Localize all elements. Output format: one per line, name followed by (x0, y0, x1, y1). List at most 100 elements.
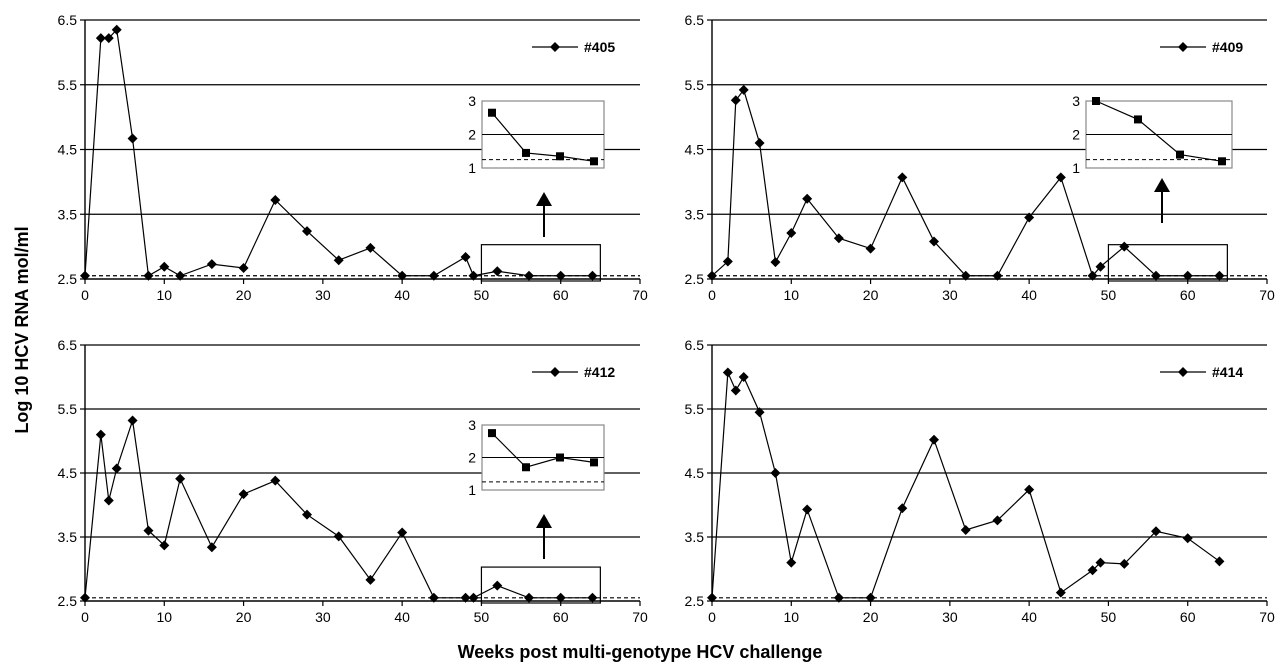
data-point (111, 24, 122, 35)
series-line (84, 28, 593, 277)
data-point (833, 233, 844, 244)
x-tick-label: 0 (81, 287, 89, 303)
data-point (270, 195, 281, 206)
x-tick-label: 50 (474, 287, 490, 303)
data-point (524, 592, 534, 603)
y-tick-label: 6.5 (58, 337, 78, 353)
x-tick-label: 40 (394, 287, 410, 303)
inset-data-point (590, 458, 598, 467)
data-point (707, 270, 717, 281)
y-tick-label: 2.5 (58, 593, 78, 609)
data-point (143, 270, 154, 281)
data-point (865, 592, 876, 603)
data-point (754, 407, 765, 418)
y-axis-title: Log 10 HCV RNA mol/ml (12, 226, 32, 433)
legend-label: #412 (584, 364, 615, 380)
x-tick-label: 30 (315, 287, 331, 303)
data-point (238, 262, 249, 273)
data-point (730, 385, 741, 396)
data-point (95, 33, 106, 44)
x-tick-label: 30 (942, 287, 958, 303)
inset-data-point (556, 453, 564, 462)
data-point (1095, 261, 1106, 272)
data-point (333, 255, 344, 266)
y-tick-label: 6.5 (685, 12, 705, 28)
x-tick-label: 70 (632, 287, 648, 303)
inset-y-tick-label: 1 (468, 482, 476, 498)
inset-data-point (488, 429, 496, 438)
x-tick-label: 50 (1101, 609, 1117, 625)
y-tick-label: 5.5 (685, 401, 705, 417)
data-point (1024, 484, 1035, 495)
data-point (802, 504, 813, 515)
data-point (103, 33, 114, 44)
highlight-box (480, 244, 601, 282)
data-point (1151, 270, 1161, 281)
data-point (770, 468, 781, 478)
data-point (492, 266, 503, 277)
data-point (206, 259, 217, 270)
x-tick-label: 60 (1180, 287, 1196, 303)
x-axis-title: Weeks post multi-genotype HCV challenge (458, 642, 823, 662)
data-point (1151, 526, 1161, 537)
series-line (711, 88, 1220, 277)
inset-y-tick-label: 2 (1072, 127, 1080, 143)
data-point (555, 592, 566, 603)
x-tick-label: 40 (394, 609, 410, 625)
inset-y-tick-label: 1 (468, 160, 476, 176)
y-tick-label: 3.5 (685, 529, 705, 545)
y-tick-label: 5.5 (58, 401, 78, 417)
data-point (302, 509, 312, 520)
x-tick-label: 60 (553, 609, 569, 625)
data-point (492, 580, 503, 591)
data-point (929, 236, 939, 247)
data-point (80, 270, 90, 281)
y-tick-label: 5.5 (58, 77, 78, 93)
data-point (333, 531, 344, 542)
chart-panel: 2.5 3.5 4.5 5.5 6.5 0 10 20 30 40 50 60 70 #405 1 2 3 (58, 12, 648, 303)
data-point (397, 527, 408, 538)
data-point (460, 251, 471, 262)
x-tick-label: 40 (1021, 609, 1037, 625)
inset-y-tick-label: 3 (468, 93, 476, 109)
data-point (206, 542, 217, 553)
data-point (1182, 270, 1193, 281)
legend-marker (550, 42, 560, 52)
data-point (786, 228, 797, 239)
data-point (587, 270, 598, 281)
data-point (302, 226, 312, 237)
data-point (802, 193, 813, 204)
data-point (738, 84, 749, 95)
data-point (460, 592, 471, 603)
inset-data-point (1134, 115, 1142, 124)
data-point (1182, 533, 1193, 544)
data-point (468, 270, 479, 281)
data-point (365, 574, 376, 585)
y-tick-label: 4.5 (58, 142, 78, 158)
x-tick-label: 70 (1259, 287, 1275, 303)
inset-data-point (590, 157, 598, 166)
chart-panel: 2.5 3.5 4.5 5.5 6.5 0 10 20 30 40 50 60 70 #409 1 2 3 (685, 12, 1275, 303)
data-point (175, 270, 186, 281)
data-point (1095, 557, 1106, 568)
y-tick-label: 2.5 (685, 593, 705, 609)
data-point (238, 489, 249, 500)
x-tick-label: 30 (942, 609, 958, 625)
legend-marker (550, 367, 560, 377)
arrow-head (1154, 178, 1170, 192)
data-point (270, 475, 281, 486)
y-tick-label: 2.5 (58, 271, 78, 287)
inset-y-tick-label: 3 (468, 417, 476, 433)
data-point (992, 515, 1003, 526)
legend-marker (1178, 367, 1188, 377)
inset-data-point (488, 108, 496, 117)
data-point (428, 592, 439, 603)
inset-series-line (491, 112, 595, 162)
data-point (992, 270, 1003, 281)
x-tick-label: 20 (236, 609, 252, 625)
x-tick-label: 20 (863, 609, 879, 625)
chart-panel: 2.5 3.5 4.5 5.5 6.5 0 10 20 30 40 50 60 70 #414 (685, 337, 1275, 625)
data-point (111, 463, 122, 474)
arrow-head (536, 514, 552, 528)
